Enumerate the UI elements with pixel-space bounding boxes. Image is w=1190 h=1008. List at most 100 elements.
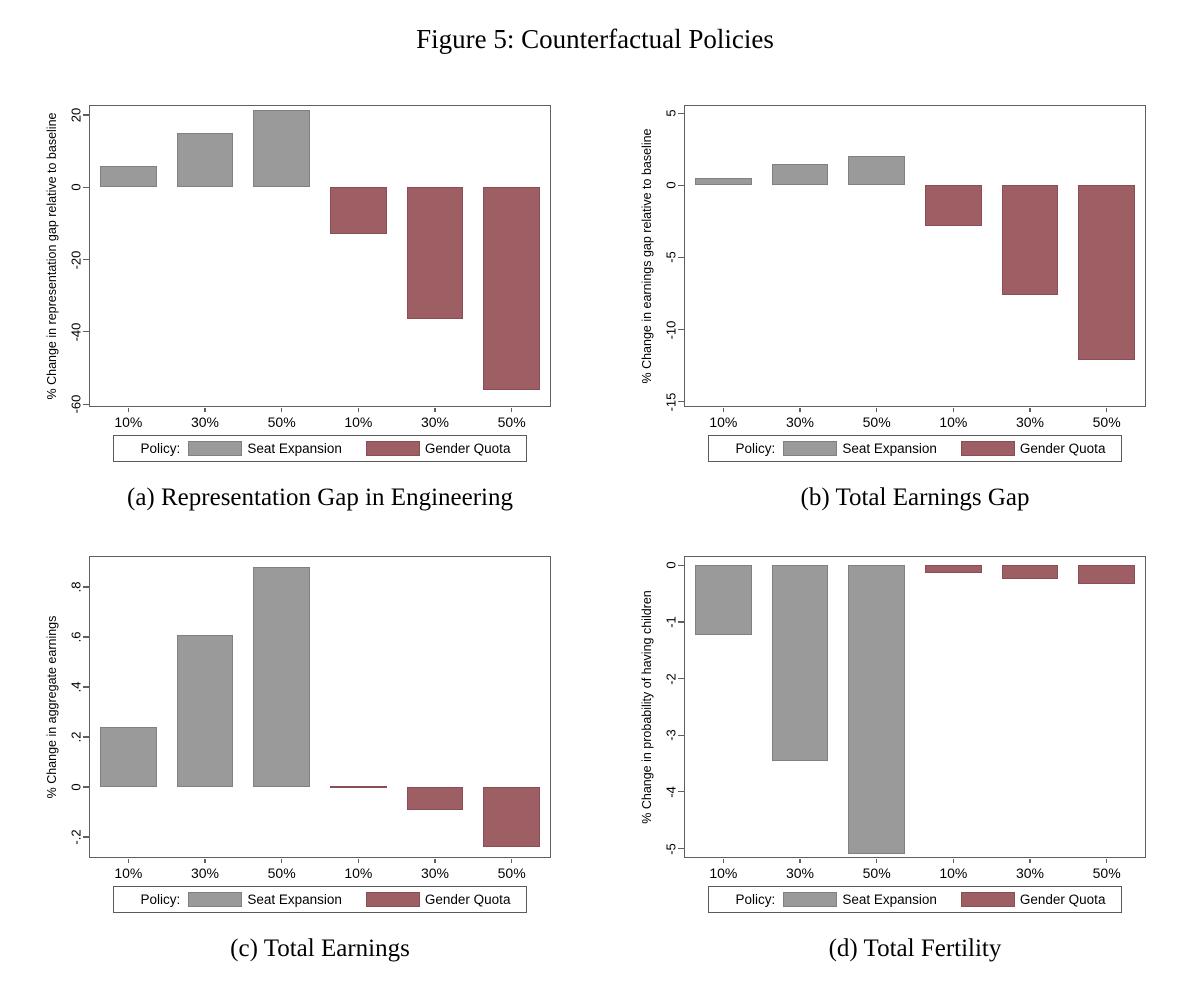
y-tick-label: -.2 <box>68 829 84 845</box>
y-tick-label: .2 <box>68 731 84 743</box>
x-tick-label: 10% <box>709 414 738 430</box>
caption-a: (a) Representation Gap in Engineering <box>127 484 513 511</box>
bar-seat_expansion-50pct <box>253 567 311 787</box>
bar-gender_quota-30pct <box>1001 185 1059 295</box>
y-tick-mark <box>678 678 684 680</box>
legend-entry-seat_expansion: Seat Expansion <box>188 892 342 907</box>
legend-row: Policy: Seat Expansion Gender Quota <box>90 435 550 462</box>
caption-d: (d) Total Fertility <box>828 935 1002 962</box>
x-tick-label: 50% <box>267 865 296 881</box>
legend-row: Policy: Seat Expansion Gender Quota <box>685 435 1145 462</box>
legend-title: Policy: <box>140 892 181 907</box>
y-tick-label: -15 <box>663 392 679 412</box>
x-tick-label: 10% <box>344 865 373 881</box>
bar-gender_quota-30pct <box>406 787 464 810</box>
x-tick-mark <box>204 407 206 412</box>
x-tick-mark <box>1106 858 1108 863</box>
y-tick-label: -3 <box>663 729 679 742</box>
y-tick-mark <box>678 847 684 850</box>
y-tick-mark <box>83 786 89 788</box>
y-tick-mark <box>678 791 684 793</box>
bar-seat_expansion-10pct <box>694 178 752 186</box>
x-tick-label: 30% <box>190 414 220 430</box>
y-tick-mark <box>678 112 684 114</box>
x-tick-mark <box>511 407 513 412</box>
x-tick-label: 50% <box>267 414 296 430</box>
x-tick-label: 10% <box>939 865 968 881</box>
legend-row: Policy: Seat Expansion Gender Quota <box>90 886 550 913</box>
bar-gender_quota-50pct <box>1078 185 1136 360</box>
bar-seat_expansion-30pct <box>771 565 829 761</box>
y-tick-mark <box>83 836 89 838</box>
x-tick-label: 50% <box>862 414 891 430</box>
x-tick-mark <box>722 407 724 412</box>
legend-swatch-gender_quota <box>365 892 420 907</box>
y-tick-mark <box>678 621 684 623</box>
legend-label-gender_quota: Gender Quota <box>424 892 511 907</box>
bar-seat_expansion-30pct <box>771 163 829 186</box>
x-tick-mark <box>1106 407 1108 412</box>
legend-label-gender_quota: Gender Quota <box>1019 441 1106 456</box>
x-tick-label: 30% <box>420 414 450 430</box>
y-tick-label: -40 <box>68 322 84 342</box>
y-tick-mark <box>83 736 89 738</box>
panel-a: % Change in representation gap relative … <box>0 85 595 512</box>
x-tick-label: 30% <box>785 414 815 430</box>
y-tick-label: 0 <box>663 561 679 570</box>
bar-gender_quota-30pct <box>1001 565 1059 580</box>
legend-entry-gender_quota: Gender Quota <box>960 441 1106 456</box>
y-tick-label: -10 <box>663 320 679 339</box>
y-tick-label: .6 <box>68 631 84 643</box>
bar-seat_expansion-50pct <box>848 565 906 855</box>
plot-area <box>683 104 1146 407</box>
y-tick-mark <box>83 403 89 405</box>
legend-box: Policy: Seat Expansion Gender Quota <box>112 886 528 913</box>
y-tick-label: .4 <box>68 681 84 693</box>
chart-representation-gap: % Change in representation gap relative … <box>30 85 585 470</box>
panel-d: % Change in probability of having childr… <box>595 536 1190 963</box>
legend-label-seat_expansion: Seat Expansion <box>842 892 937 907</box>
legend-box: Policy: Seat Expansion Gender Quota <box>112 435 528 462</box>
y-tick-mark <box>83 259 89 261</box>
x-tick-label: 50% <box>1092 414 1121 430</box>
x-tick-mark <box>127 407 129 412</box>
x-tick-label: 30% <box>1015 865 1045 881</box>
legend-entry-seat_expansion: Seat Expansion <box>783 441 937 456</box>
legend-entry-seat_expansion: Seat Expansion <box>188 441 342 456</box>
y-tick-mark <box>678 184 684 186</box>
y-tick-label: -4 <box>663 786 679 798</box>
x-tick-label: 10% <box>114 414 143 430</box>
chart-total-fertility: % Change in probability of having childr… <box>625 536 1180 921</box>
x-tick-mark <box>127 858 129 863</box>
bar-seat_expansion-10pct <box>694 565 752 635</box>
figure-title: Figure 5: Counterfactual Policies <box>416 24 774 54</box>
legend-entry-seat_expansion: Seat Expansion <box>783 892 937 907</box>
x-tick-mark <box>952 858 954 863</box>
x-tick-mark <box>511 858 513 863</box>
caption-b: (b) Total Earnings Gap <box>800 484 1030 511</box>
x-tick-label: 30% <box>1015 414 1045 430</box>
legend-swatch-gender_quota <box>365 441 420 456</box>
x-tick-mark <box>281 407 283 412</box>
panels-grid: % Change in representation gap relative … <box>0 85 1190 963</box>
bar-seat_expansion-30pct <box>176 133 234 188</box>
x-tick-label: 50% <box>497 865 526 881</box>
y-tick-mark <box>678 564 684 567</box>
y-axis-title: % Change in probability of having childr… <box>640 590 654 824</box>
x-tick-mark <box>876 858 878 863</box>
legend-swatch-seat_expansion <box>783 441 838 456</box>
legend-entry-gender_quota: Gender Quota <box>365 441 510 456</box>
legend-label-gender_quota: Gender Quota <box>1019 892 1106 907</box>
legend-title: Policy: <box>140 441 181 456</box>
y-tick-mark <box>678 256 684 259</box>
legend-swatch-seat_expansion <box>188 892 243 907</box>
x-tick-label: 10% <box>344 414 373 430</box>
x-tick-label: 10% <box>114 865 143 881</box>
legend-label-seat_expansion: Seat Expansion <box>247 441 342 456</box>
y-tick-label: 20 <box>68 107 84 123</box>
x-tick-mark <box>722 858 724 863</box>
legend-label-seat_expansion: Seat Expansion <box>247 892 342 907</box>
bar-gender_quota-10pct <box>329 785 387 788</box>
y-tick-label: -5 <box>663 251 679 264</box>
y-tick-label: -60 <box>68 394 84 414</box>
